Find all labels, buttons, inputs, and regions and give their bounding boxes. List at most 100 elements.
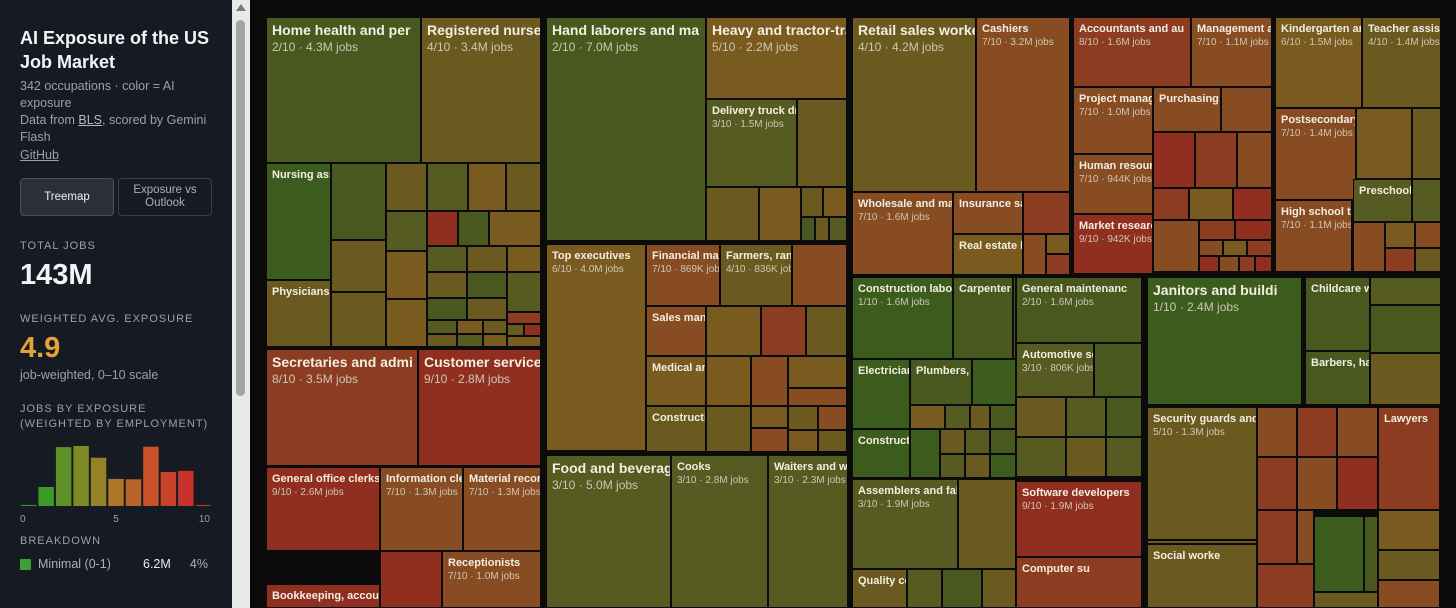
treemap-tile-minor[interactable] [1297,407,1337,457]
treemap-tile[interactable]: Teacher assista 4/10 · 1.4M jobs [1362,17,1441,108]
treemap-tile[interactable]: Janitors and buildi 1/10 · 2.4M jobs [1147,277,1302,405]
treemap-tile-minor[interactable] [467,246,507,272]
treemap-tile-minor[interactable] [818,406,847,430]
treemap-tile[interactable]: Security guards and 5/10 · 1.3M jobs [1147,407,1257,540]
treemap-tile[interactable]: Nursing ass [266,163,331,280]
treemap-tile-minor[interactable] [1106,437,1142,477]
treemap-tile-minor[interactable] [1016,437,1066,477]
treemap-tile-minor[interactable] [788,406,818,430]
treemap-tile-minor[interactable] [706,187,759,241]
treemap-tile-minor[interactable] [427,334,457,347]
treemap-tile-minor[interactable] [1257,564,1314,608]
treemap-tile-minor[interactable] [751,406,788,428]
treemap-tile-minor[interactable] [788,388,847,406]
treemap-tile-minor[interactable] [386,299,427,347]
treemap-tile-minor[interactable] [1297,510,1314,564]
treemap-tile[interactable]: Bookkeeping, accou [266,584,380,608]
treemap-tile[interactable]: Postsecondary 7/10 · 1.4M jobs [1275,108,1356,200]
treemap-tile-minor[interactable] [524,324,541,336]
treemap-tile[interactable]: Wholesale and man 7/10 · 1.6M jobs [852,192,953,275]
treemap-tile-minor[interactable] [1147,540,1257,544]
treemap-tile-minor[interactable] [751,428,788,452]
treemap-tile-minor[interactable] [1199,240,1223,256]
treemap-tile-minor[interactable] [1199,256,1219,272]
treemap-tile-minor[interactable] [801,187,823,217]
treemap-tile[interactable]: Project manag 7/10 · 1.0M jobs [1073,87,1153,154]
treemap-tile-minor[interactable] [386,211,427,251]
treemap-tile-minor[interactable] [965,454,990,478]
treemap-tile-minor[interactable] [1378,580,1440,608]
treemap-tile-minor[interactable] [1337,457,1378,510]
bls-link[interactable]: BLS [78,113,103,127]
treemap-tile-minor[interactable] [1153,220,1199,272]
treemap-tile-minor[interactable] [990,405,1016,429]
treemap-tile-minor[interactable] [507,272,541,312]
treemap-tile-minor[interactable] [427,272,467,298]
treemap-tile-minor[interactable] [829,217,847,241]
treemap-tile-minor[interactable] [1153,188,1189,220]
treemap-tile-minor[interactable] [958,479,1016,569]
treemap-tile-minor[interactable] [507,312,541,324]
treemap-tile-minor[interactable] [1353,222,1385,272]
treemap-tile-minor[interactable] [1233,188,1272,220]
treemap-tile-minor[interactable] [1378,510,1440,550]
treemap-tile-minor[interactable] [1046,254,1070,275]
treemap-tile-minor[interactable] [331,292,386,347]
treemap-tile-minor[interactable] [1314,516,1364,592]
treemap-tile-minor[interactable] [386,251,427,299]
treemap-button[interactable]: Treemap [20,178,114,216]
treemap-tile-minor[interactable] [907,569,942,608]
treemap-tile-minor[interactable] [823,187,847,217]
histogram-bar-0[interactable] [21,504,37,506]
treemap-tile-minor[interactable] [1364,516,1378,592]
treemap-tile[interactable]: Retail sales workers 4/10 · 4.2M jobs [852,17,976,192]
treemap-tile[interactable]: Top executives 6/10 · 4.0M jobs [546,244,646,451]
treemap-tile[interactable]: Secretaries and admi 8/10 · 3.5M jobs [266,349,418,466]
github-link[interactable]: GitHub [20,148,59,162]
histogram-bar-10[interactable] [195,504,211,506]
histogram-bar-5[interactable] [108,478,124,506]
treemap-tile-minor[interactable] [483,320,507,334]
treemap-tile-minor[interactable] [1385,248,1415,272]
treemap-tile-minor[interactable] [468,163,506,211]
treemap-tile-minor[interactable] [386,163,427,211]
treemap-tile-minor[interactable] [818,430,847,452]
treemap-tile-minor[interactable] [1066,437,1106,477]
treemap-tile[interactable]: Sales mana [646,306,706,356]
treemap-tile-minor[interactable] [1106,397,1142,437]
treemap-tile-minor[interactable] [1016,397,1066,437]
treemap-tile-minor[interactable] [427,320,457,334]
treemap-tile-minor[interactable] [1370,353,1441,405]
treemap-tile-minor[interactable] [506,163,541,211]
treemap-tile-minor[interactable] [507,336,541,347]
treemap-tile-minor[interactable] [1221,87,1272,132]
treemap-tile[interactable]: Receptionists 7/10 · 1.0M jobs [442,551,541,608]
treemap-tile[interactable]: Registered nurses 4/10 · 3.4M jobs [421,17,541,163]
treemap-tile[interactable]: Constructio [852,429,910,478]
treemap-tile-minor[interactable] [965,429,990,454]
treemap-tile-minor[interactable] [970,405,990,429]
treemap-tile-minor[interactable] [467,298,507,320]
scroll-thumb[interactable] [236,20,245,396]
treemap-tile-minor[interactable] [1337,407,1378,457]
treemap-tile[interactable]: Assemblers and fabi 3/10 · 1.9M jobs [852,479,958,569]
treemap-tile-minor[interactable] [1412,179,1441,222]
treemap-tile[interactable]: Material recor 7/10 · 1.3M jobs [463,467,541,551]
treemap-tile[interactable]: Physicians a [266,280,331,347]
treemap-tile[interactable]: Food and beverage s 3/10 · 5.0M jobs [546,455,671,608]
treemap-tile-minor[interactable] [788,430,818,452]
treemap-tile-minor[interactable] [483,334,507,347]
treemap-tile[interactable]: Waiters and wa 3/10 · 2.3M jobs [768,455,848,608]
treemap-tile[interactable]: High school te 7/10 · 1.1M jobs [1275,200,1352,272]
treemap-tile-minor[interactable] [1257,510,1297,564]
treemap-tile-minor[interactable] [1255,256,1272,272]
treemap-tile-minor[interactable] [1297,457,1337,510]
treemap-tile[interactable]: Purchasing i [1153,87,1221,132]
treemap-tile-minor[interactable] [331,240,386,292]
treemap-tile-minor[interactable] [806,306,847,356]
histogram-bar-9[interactable] [178,470,194,506]
treemap-tile-minor[interactable] [990,454,1016,478]
treemap-tile-minor[interactable] [1066,397,1106,437]
treemap-tile-minor[interactable] [990,429,1016,454]
treemap-tile-minor[interactable] [706,306,761,356]
